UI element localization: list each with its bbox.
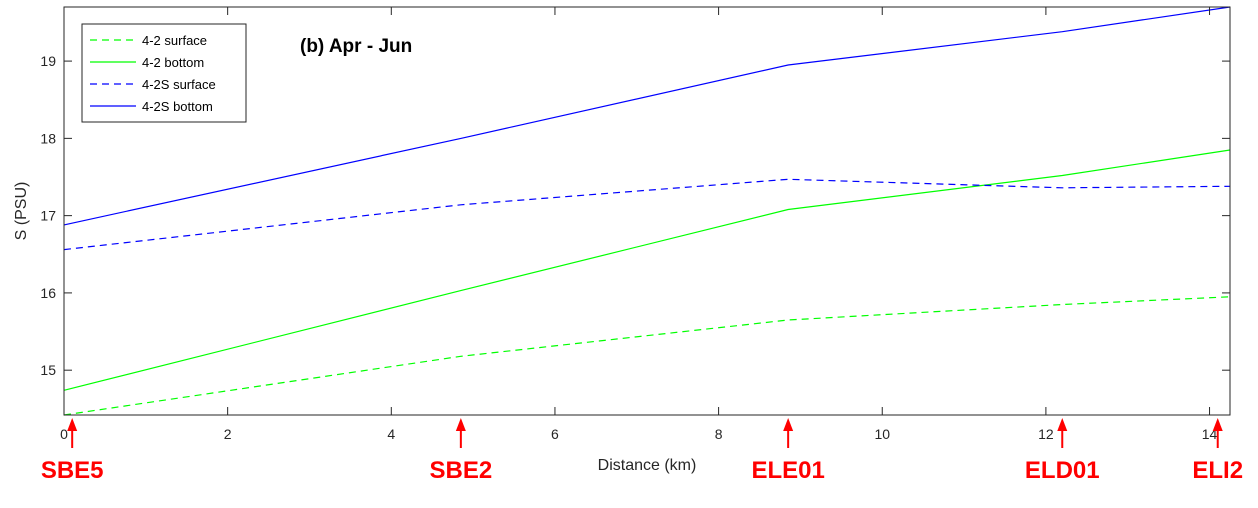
legend-entry: 4-2S bottom — [142, 99, 213, 114]
station-arrow-head — [455, 418, 466, 431]
series-line-4 — [63, 6, 1231, 226]
y-tick-label: 17 — [40, 208, 56, 224]
y-tick-label: 19 — [40, 53, 56, 69]
legend-entry: 4-2 bottom — [142, 55, 204, 70]
x-tick-label: 10 — [874, 426, 890, 442]
legend: 4-2 surface 4-2 bottom 4-2S surface 4-2S bo… — [81, 23, 247, 123]
x-tick-label: 4 — [387, 426, 395, 442]
x-tick-label: 2 — [224, 426, 232, 442]
y-tick-label: 16 — [40, 285, 56, 301]
x-axis-label: Distance (km) — [598, 457, 697, 474]
panel-title: (b) Apr - Jun — [300, 36, 412, 57]
station-arrow-head — [783, 418, 794, 431]
x-tick-label: 0 — [60, 426, 68, 442]
station-label: SBE5 — [41, 457, 104, 484]
legend-entry: 4-2 surface — [142, 33, 207, 48]
y-axis-label: S (PSU) — [13, 182, 30, 241]
station-arrow-head — [1057, 418, 1068, 431]
station-label: ELE01 — [751, 457, 824, 484]
x-tick-label: 8 — [715, 426, 723, 442]
station-arrow-head — [1212, 418, 1223, 431]
series-line-1 — [63, 296, 1231, 416]
station-label: ELI2 — [1192, 457, 1243, 484]
x-tick-label: 12 — [1038, 426, 1054, 442]
station-label: SBE2 — [429, 457, 492, 484]
station-label: ELD01 — [1025, 457, 1100, 484]
plot-frame — [63, 6, 1231, 416]
y-tick-label: 15 — [40, 362, 56, 378]
y-tick-label: 18 — [40, 130, 56, 146]
series-layer — [63, 6, 1231, 416]
station-arrow-head — [67, 418, 78, 431]
x-tick-label: 6 — [551, 426, 559, 442]
legend-entry: 4-2S surface — [142, 77, 216, 92]
series-line-3 — [63, 178, 1231, 251]
series-line-2 — [63, 149, 1231, 391]
station-markers: SBE5 SBE2 ELE01 ELD01 ELI2 — [41, 418, 1243, 484]
